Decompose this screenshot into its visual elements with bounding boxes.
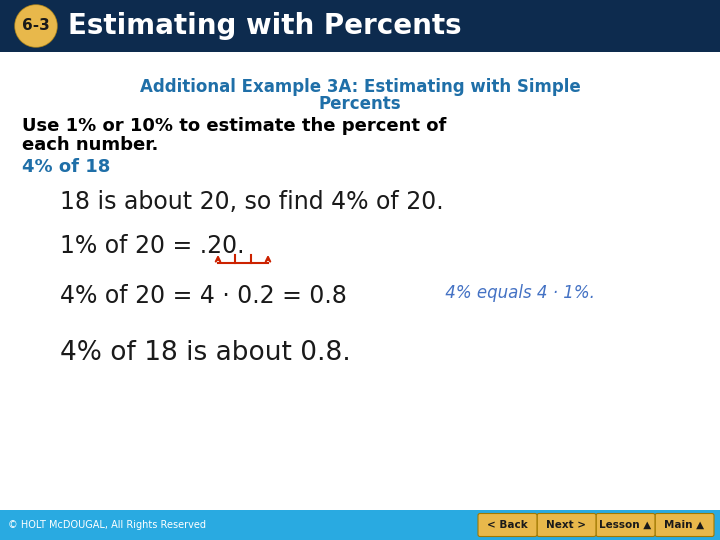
Circle shape [16, 6, 56, 46]
FancyBboxPatch shape [0, 510, 720, 540]
Text: Percents: Percents [319, 95, 401, 113]
Text: Lesson ▲: Lesson ▲ [599, 520, 652, 530]
Text: 6-3: 6-3 [22, 18, 50, 33]
Text: Next >: Next > [546, 520, 587, 530]
Circle shape [16, 6, 56, 46]
Text: each number.: each number. [22, 136, 158, 154]
Text: Use 1% or 10% to estimate the percent of: Use 1% or 10% to estimate the percent of [22, 117, 446, 135]
Text: Estimating with Percents: Estimating with Percents [68, 12, 462, 40]
Text: 4% equals 4 · 1%.: 4% equals 4 · 1%. [440, 284, 595, 302]
Circle shape [18, 8, 54, 44]
FancyBboxPatch shape [655, 514, 714, 537]
Text: © HOLT McDOUGAL, All Rights Reserved: © HOLT McDOUGAL, All Rights Reserved [8, 520, 206, 530]
Circle shape [15, 5, 57, 47]
Text: 18 is about 20, so find 4% of 20.: 18 is about 20, so find 4% of 20. [60, 190, 444, 214]
FancyBboxPatch shape [0, 0, 720, 52]
Text: Main ▲: Main ▲ [665, 520, 705, 530]
Text: < Back: < Back [487, 520, 528, 530]
FancyBboxPatch shape [478, 514, 537, 537]
Text: 4% of 20 = 4 · 0.2 = 0.8: 4% of 20 = 4 · 0.2 = 0.8 [60, 284, 347, 308]
Text: 4% of 18 is about 0.8.: 4% of 18 is about 0.8. [60, 340, 351, 366]
Text: Additional Example 3A: Estimating with Simple: Additional Example 3A: Estimating with S… [140, 78, 580, 96]
FancyBboxPatch shape [596, 514, 655, 537]
Text: 4% of 18: 4% of 18 [22, 158, 110, 176]
FancyBboxPatch shape [537, 514, 596, 537]
Text: 1% of 20 = .20.: 1% of 20 = .20. [60, 234, 245, 258]
